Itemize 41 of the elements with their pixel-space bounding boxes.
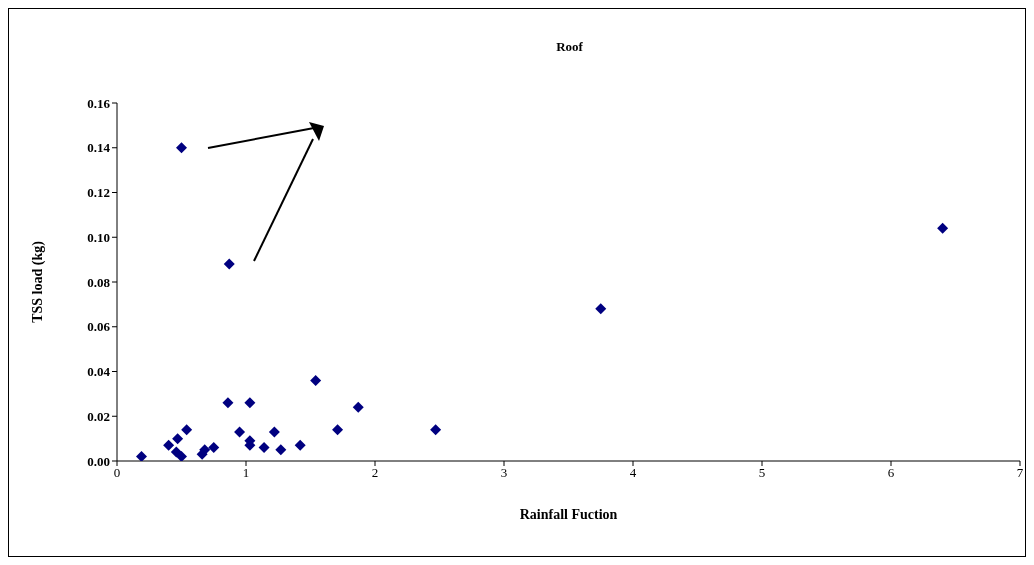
point <box>208 442 220 454</box>
point <box>244 397 256 409</box>
x-tick-label: 5 <box>758 465 766 481</box>
point <box>136 451 148 461</box>
chart-title: Roof <box>555 39 584 55</box>
point <box>937 222 949 234</box>
x-tick-label: 6 <box>887 465 895 481</box>
point <box>176 451 187 461</box>
point <box>352 401 364 413</box>
y-tick-label: 0.04 <box>87 364 111 380</box>
point <box>223 258 235 270</box>
point <box>172 433 184 445</box>
point <box>430 424 442 436</box>
point <box>294 439 306 451</box>
y-tick-label: 0.14 <box>87 140 111 156</box>
point <box>222 397 234 409</box>
point <box>163 439 175 451</box>
point <box>275 444 287 456</box>
y-tick-label: 0.16 <box>87 95 111 111</box>
point <box>332 424 344 436</box>
y-tick-label: 0.12 <box>87 185 110 201</box>
y-tick-label: 0.10 <box>87 229 110 245</box>
x-tick-label: 3 <box>500 465 508 481</box>
y-tick-label: 0.02 <box>87 408 110 424</box>
x-tick-label: 0 <box>113 465 121 481</box>
x-tick-label: 2 <box>371 465 379 481</box>
point <box>181 424 193 436</box>
x-tick-label: 7 <box>1016 465 1024 481</box>
x-axis-title: Rainfall Fuction <box>519 507 618 522</box>
point <box>258 442 270 454</box>
point <box>268 426 280 438</box>
y-tick-label: 0.06 <box>87 319 111 335</box>
x-tick-label: 1 <box>242 465 250 481</box>
x-tick-label: 4 <box>629 465 637 481</box>
point <box>234 426 246 438</box>
y-axis-title: TSS load (kg) <box>29 240 46 323</box>
y-tick-label: 0.00 <box>87 453 110 469</box>
point <box>310 374 322 386</box>
point <box>176 142 187 154</box>
y-tick-label: 0.08 <box>87 274 111 290</box>
point <box>595 303 607 315</box>
